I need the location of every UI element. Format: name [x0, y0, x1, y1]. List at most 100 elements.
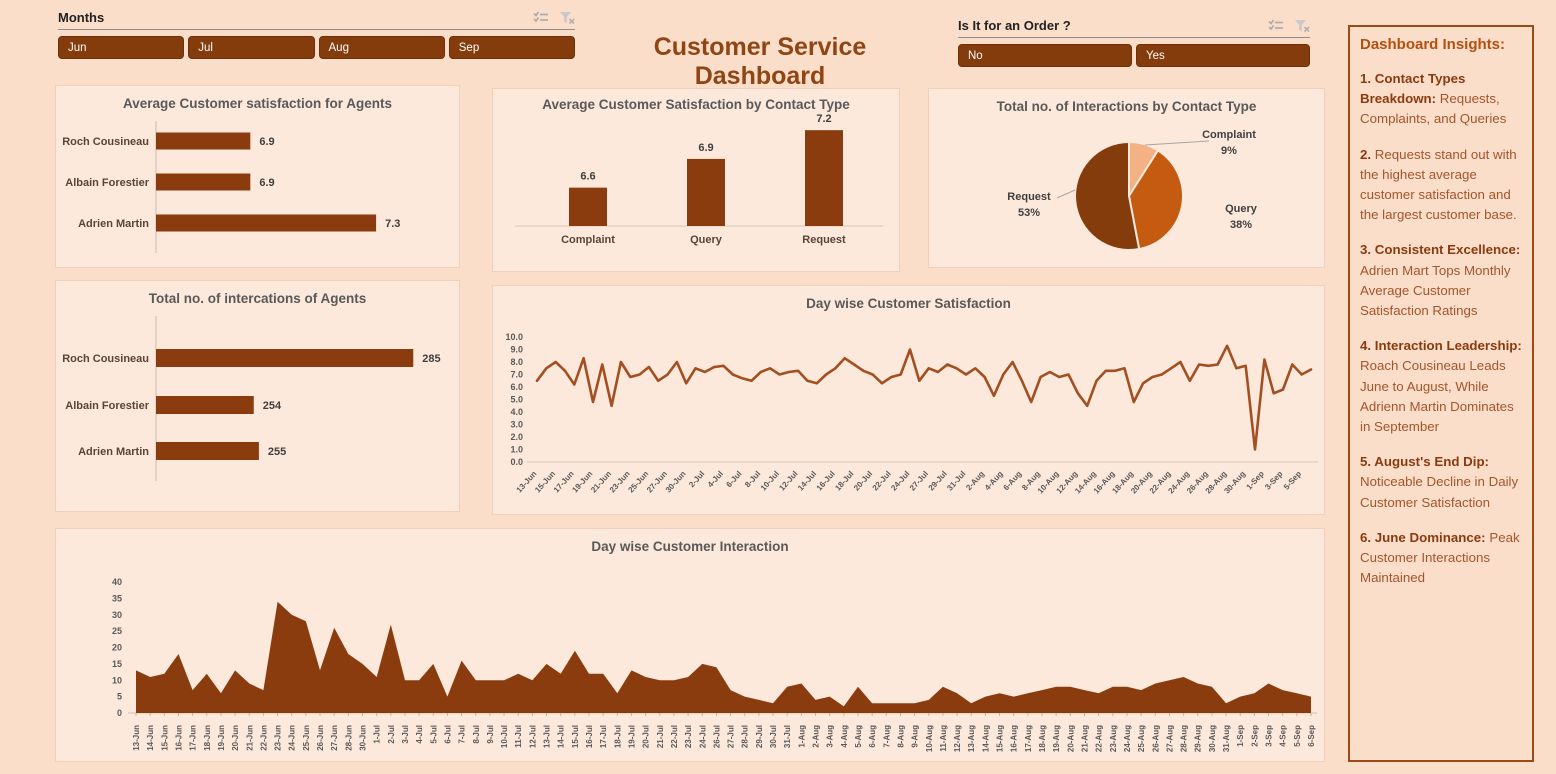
- svg-text:8.0: 8.0: [510, 357, 523, 367]
- svg-text:23-Jul: 23-Jul: [684, 725, 693, 748]
- agent-interactions-bar-chart: Roch Cousineau 285 Albain Forestier 254 Adri…: [62, 315, 441, 481]
- svg-text:15-Jun: 15-Jun: [160, 725, 169, 751]
- svg-text:22-Jul: 22-Jul: [670, 725, 679, 748]
- svg-text:8-Aug: 8-Aug: [896, 725, 905, 748]
- contact-satisfaction-chart-panel: Average Customer Satisfaction by Contact…: [492, 88, 900, 272]
- slicer-option-jul[interactable]: Jul: [188, 36, 315, 59]
- svg-text:3-Sep: 3-Sep: [1263, 469, 1284, 491]
- svg-text:25-Aug: 25-Aug: [1137, 725, 1146, 752]
- slicer-option-jun[interactable]: Jun: [58, 36, 185, 59]
- svg-text:28-Aug: 28-Aug: [1180, 725, 1189, 752]
- chart-title: Average Customer satisfaction for Agents: [122, 96, 393, 111]
- svg-text:6-Sep: 6-Sep: [1307, 725, 1316, 747]
- svg-text:10-Jul: 10-Jul: [759, 469, 781, 492]
- svg-text:1.0: 1.0: [510, 444, 523, 454]
- slicer-option-aug[interactable]: Aug: [318, 36, 445, 59]
- svg-text:9%: 9%: [1221, 145, 1237, 157]
- insights-title: Dashboard Insights:: [1360, 36, 1506, 53]
- svg-text:6-Jul: 6-Jul: [443, 725, 452, 744]
- svg-text:2-Aug: 2-Aug: [964, 469, 986, 492]
- svg-text:7.0: 7.0: [510, 369, 523, 379]
- svg-text:29-Aug: 29-Aug: [1194, 725, 1203, 752]
- svg-text:Roch Cousineau: Roch Cousineau: [62, 353, 149, 365]
- svg-text:5-Aug: 5-Aug: [854, 725, 863, 748]
- svg-text:4-Jul: 4-Jul: [415, 725, 424, 744]
- svg-text:35: 35: [112, 593, 122, 603]
- months-slicer: Months Jun Jul Aug Sep: [58, 10, 575, 59]
- svg-text:7-Aug: 7-Aug: [882, 725, 891, 748]
- svg-text:9-Aug: 9-Aug: [911, 725, 920, 748]
- svg-text:6-Jul: 6-Jul: [724, 469, 743, 489]
- agent-satisfaction-bar-chart: Roch Cousineau 6.9 Albain Forestier 6.9 Adri…: [62, 120, 400, 253]
- svg-text:Adrien Martin: Adrien Martin: [78, 218, 149, 230]
- insight-item: 2. Requests stand out with the highest a…: [1360, 146, 1517, 223]
- svg-text:40: 40: [112, 577, 122, 587]
- months-slicer-options: Jun Jul Aug Sep: [58, 36, 575, 59]
- svg-text:53%: 53%: [1018, 207, 1040, 219]
- svg-text:285: 285: [422, 353, 440, 365]
- svg-text:0: 0: [117, 708, 122, 718]
- svg-text:17-Jul: 17-Jul: [599, 725, 608, 748]
- svg-text:26-Jul: 26-Jul: [712, 725, 721, 748]
- svg-text:27-Aug: 27-Aug: [1165, 725, 1174, 752]
- svg-text:22-Jul: 22-Jul: [871, 469, 893, 492]
- slicer-option-yes[interactable]: Yes: [1136, 44, 1310, 67]
- svg-text:6.0: 6.0: [510, 382, 523, 392]
- svg-text:31-Aug: 31-Aug: [1222, 725, 1231, 752]
- svg-text:20-Jul: 20-Jul: [642, 725, 651, 748]
- svg-text:10-Aug: 10-Aug: [925, 725, 934, 752]
- svg-text:6-Aug: 6-Aug: [1002, 469, 1024, 492]
- svg-text:15-Jul: 15-Jul: [571, 725, 580, 748]
- svg-text:7.2: 7.2: [816, 114, 831, 125]
- insight-item: 6. June Dominance: Peak Customer Interac…: [1360, 529, 1520, 586]
- svg-text:9-Jul: 9-Jul: [486, 725, 495, 744]
- svg-text:14-Aug: 14-Aug: [981, 725, 990, 752]
- svg-text:6.9: 6.9: [698, 142, 713, 154]
- multi-select-icon[interactable]: [533, 11, 549, 25]
- svg-text:25-Jun: 25-Jun: [302, 725, 311, 751]
- svg-text:255: 255: [268, 446, 286, 458]
- order-slicer: Is It for an Order ? No Yes: [958, 18, 1310, 67]
- svg-text:26-Aug: 26-Aug: [1151, 725, 1160, 752]
- svg-text:24-Jul: 24-Jul: [698, 725, 707, 748]
- svg-text:13-Jul: 13-Jul: [543, 725, 552, 748]
- svg-text:2.0: 2.0: [510, 432, 523, 442]
- svg-text:6.9: 6.9: [259, 136, 274, 148]
- svg-text:13-Jun: 13-Jun: [132, 725, 141, 751]
- svg-text:18-Jul: 18-Jul: [613, 725, 622, 748]
- clear-filter-icon[interactable]: [1294, 19, 1310, 33]
- svg-text:Albain Forestier: Albain Forestier: [65, 177, 149, 189]
- svg-text:2-Jul: 2-Jul: [687, 469, 706, 489]
- multi-select-icon[interactable]: [1268, 19, 1284, 33]
- svg-text:28-Jul: 28-Jul: [741, 725, 750, 748]
- svg-text:13-Aug: 13-Aug: [967, 725, 976, 752]
- svg-text:1-Aug: 1-Aug: [797, 725, 806, 748]
- svg-text:4-Jul: 4-Jul: [706, 469, 725, 489]
- svg-text:21-Jul: 21-Jul: [656, 725, 665, 748]
- svg-text:4.0: 4.0: [510, 407, 523, 417]
- svg-text:17-Aug: 17-Aug: [1024, 725, 1033, 752]
- svg-text:Albain Forestier: Albain Forestier: [65, 400, 149, 412]
- svg-text:4-Aug: 4-Aug: [840, 725, 849, 748]
- svg-text:10: 10: [112, 675, 122, 685]
- svg-text:5: 5: [117, 692, 122, 702]
- svg-text:19-Jul: 19-Jul: [627, 725, 636, 748]
- svg-text:9.0: 9.0: [510, 344, 523, 354]
- svg-text:20-Aug: 20-Aug: [1066, 725, 1075, 752]
- svg-text:23-Jun: 23-Jun: [274, 725, 283, 751]
- svg-text:Complaint: Complaint: [1202, 129, 1256, 141]
- svg-text:7-Jul: 7-Jul: [458, 725, 467, 744]
- svg-text:11-Aug: 11-Aug: [939, 725, 948, 752]
- svg-text:24-Jun: 24-Jun: [288, 725, 297, 751]
- svg-text:38%: 38%: [1230, 219, 1252, 231]
- slicer-option-no[interactable]: No: [958, 44, 1132, 67]
- svg-text:1-Sep: 1-Sep: [1245, 469, 1266, 491]
- slicer-option-sep[interactable]: Sep: [448, 36, 575, 59]
- clear-filter-icon[interactable]: [559, 11, 575, 25]
- agent-interactions-chart-panel: Total no. of intercations of Agents Roch…: [55, 280, 460, 512]
- svg-text:8-Jul: 8-Jul: [472, 725, 481, 744]
- svg-text:Request: Request: [1007, 191, 1051, 203]
- svg-text:20-Jun: 20-Jun: [231, 725, 240, 751]
- svg-text:18-Jul: 18-Jul: [833, 469, 855, 492]
- svg-text:4-Sep: 4-Sep: [1279, 725, 1288, 747]
